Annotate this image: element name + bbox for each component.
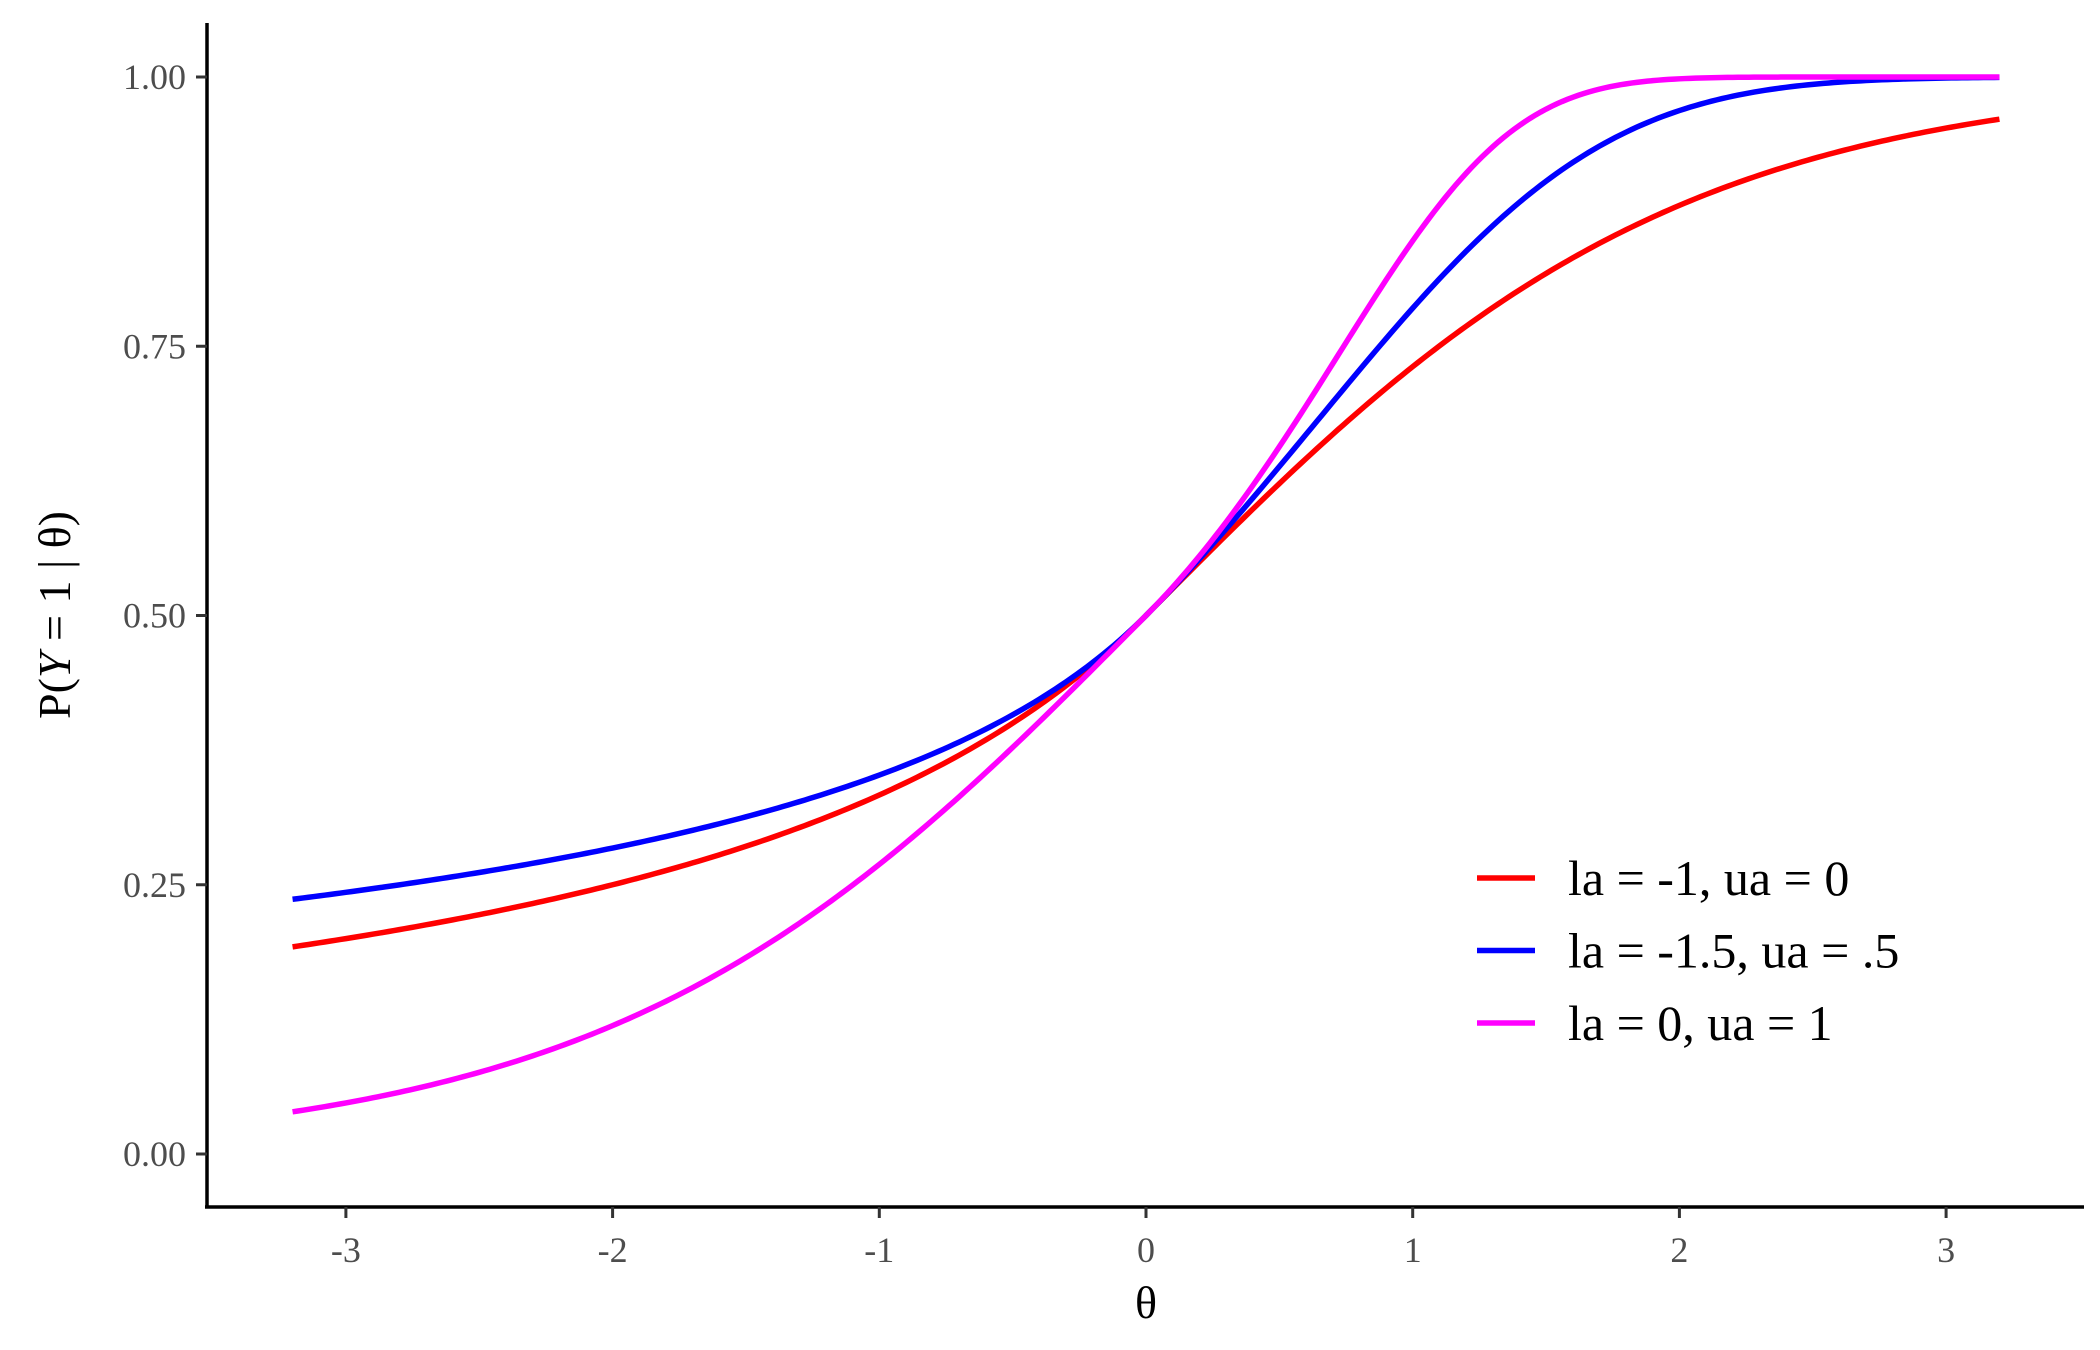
x-tick-label: -1 xyxy=(864,1230,894,1270)
x-tick-label: 0 xyxy=(1137,1230,1155,1270)
y-title-part: = 1 | θ) xyxy=(29,511,80,653)
y-tick-label: 1.00 xyxy=(123,57,186,97)
y-tick-label: 0.50 xyxy=(123,596,186,636)
x-tick-label: -2 xyxy=(598,1230,628,1270)
series-line-1 xyxy=(292,74,2000,903)
x-axis-title: θ xyxy=(1135,1277,1157,1328)
x-tick-label: 2 xyxy=(1670,1230,1688,1270)
y-title-part: Y xyxy=(29,648,80,678)
x-tick-label: 3 xyxy=(1937,1230,1955,1270)
x-tick-label: 1 xyxy=(1404,1230,1422,1270)
y-tick-label: 0.25 xyxy=(123,865,186,905)
y-title-part: P( xyxy=(29,678,80,719)
y-tick-label: 0.00 xyxy=(123,1134,186,1174)
x-ticks: -3 -2 -1 0 1 2 3 xyxy=(331,1207,1955,1270)
y-ticks: 0.00 0.25 0.50 0.75 1.00 xyxy=(123,57,207,1174)
legend: la = -1, ua = 0 la = -1.5, ua = .5 la = 0,… xyxy=(1477,850,1899,1051)
y-axis-title: P(Y = 1 | θ) xyxy=(29,511,80,719)
x-tick-label: -3 xyxy=(331,1230,361,1270)
legend-label-1: la = -1.5, ua = .5 xyxy=(1568,923,1899,979)
series-line-0 xyxy=(292,116,2000,950)
series-lines xyxy=(292,74,2000,1115)
legend-label-0: la = -1, ua = 0 xyxy=(1568,850,1849,906)
y-tick-label: 0.75 xyxy=(123,326,186,366)
legend-label-2: la = 0, ua = 1 xyxy=(1568,995,1833,1051)
series-line-2 xyxy=(292,74,2000,1115)
